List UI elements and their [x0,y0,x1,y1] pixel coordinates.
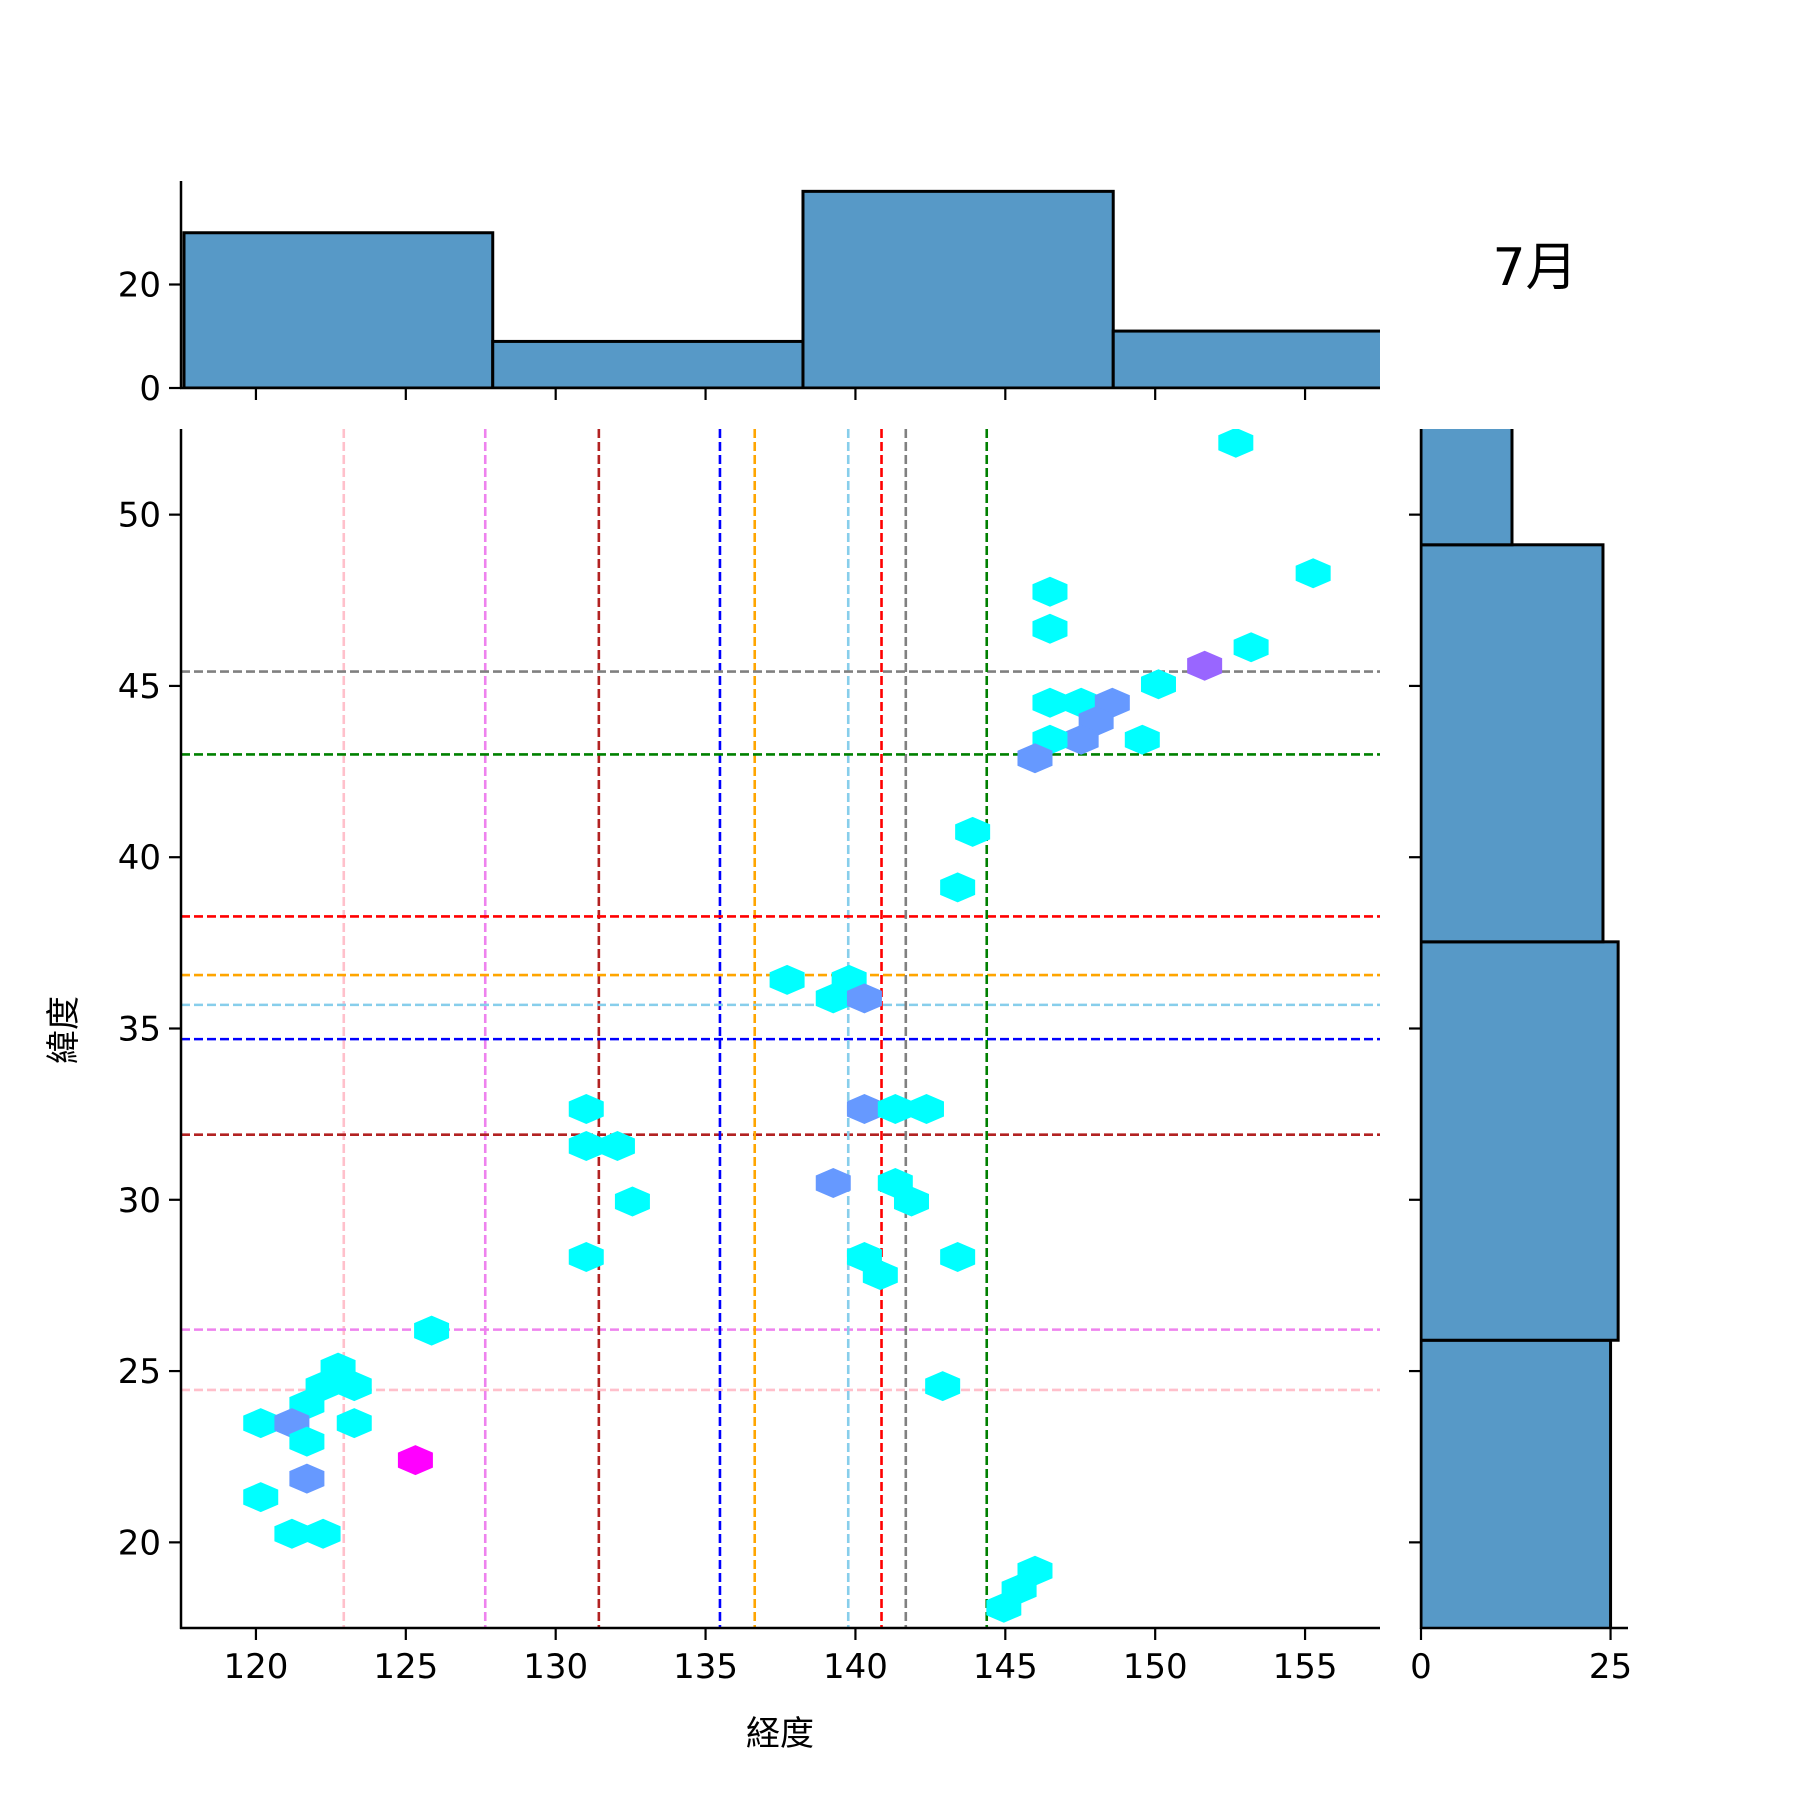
histogram-bar [801,189,1115,389]
x-tick-label: 125 [373,1647,438,1687]
hexbin-cell [1032,687,1068,718]
hexbin-cell [925,1371,961,1402]
hexbin-cell [862,1260,898,1291]
right-hist-x-tick-label: 0 [1410,1647,1432,1687]
hexbin-cell [1032,576,1068,607]
x-tick-label: 145 [973,1647,1038,1687]
hexbin-cell [908,1094,944,1125]
hexbin-cell [336,1371,372,1402]
hexbin-cell [815,1167,851,1198]
hexbin-cell [877,1094,913,1125]
hexbin-cell [599,1131,635,1162]
x-axis-label: 経度 [746,1714,814,1754]
hexbin-cell [243,1408,279,1439]
hexbin-cells [243,429,1331,1623]
y-tick-label: 35 [118,1010,161,1050]
x-tick-label: 135 [673,1647,738,1687]
hexbin-cell [1017,743,1053,774]
histogram-bar [1421,429,1514,547]
hexbin-cell [1140,669,1176,700]
histogram-bar [1111,329,1380,389]
hexbin-cell [1295,558,1331,589]
hexbin-cell [397,1445,433,1476]
x-tick-label: 120 [223,1647,288,1687]
hexbin-cell [1032,613,1068,644]
right-histogram-bars [1421,429,1620,1628]
y-axis-label: 緯度 [44,996,84,1064]
right-histogram-axes: 0 25 [1409,429,1632,1687]
hexbin-cell [289,1426,325,1457]
histogram-bar [1421,940,1620,1342]
hexbin-cell [940,872,976,903]
reference-lines [181,429,1380,1628]
hexbin-cell [305,1518,341,1549]
hexbin-cell [336,1408,372,1439]
x-tick-label: 155 [1273,1647,1338,1687]
hexbin-cell [243,1482,279,1513]
hexbin-cell [1063,724,1099,755]
chart-title: 7月 [1492,238,1577,298]
y-tick-label: 30 [118,1181,161,1221]
top-histogram-bars [182,189,1380,389]
hexbin-cell [414,1315,450,1346]
hexbin-cell [893,1186,929,1217]
hexbin-cell [1233,632,1269,663]
y-tick-label: 20 [118,1523,161,1563]
hexbin-cell [289,1463,325,1494]
hexbin-cell [846,1094,882,1125]
hexbin-cell [940,1241,976,1272]
hexbin-cell [568,1094,604,1125]
hexbin-cell [274,1518,310,1549]
hexbin-cell [955,816,991,847]
top-hist-y-tick-label: 20 [118,266,161,306]
hexbin-cell [1124,724,1160,755]
hexbin-cell [1187,650,1223,681]
hexbin-cell [568,1241,604,1272]
hexbin-cell [568,1131,604,1162]
histogram-bar [491,339,805,389]
histogram-bar [182,231,495,389]
x-tick-label: 130 [523,1647,588,1687]
hexbin-cell [769,964,805,995]
x-tick-label: 150 [1123,1647,1188,1687]
right-hist-x-tick-label: 25 [1589,1647,1632,1687]
hexbin-cell [614,1186,650,1217]
y-tick-label: 25 [118,1352,161,1392]
y-tick-label: 45 [118,667,161,707]
y-tick-label: 50 [118,496,161,536]
hexbin-cell [986,1592,1022,1623]
y-tick-label: 40 [118,838,161,878]
top-histogram-axes: 0 20 [118,181,1380,409]
hexbin-cell [815,983,851,1014]
main-axes: 120 125 130 135 140 145 150 155 20 25 30 35 40 45 50 [118,429,1380,1687]
histogram-bar [1421,1338,1613,1628]
top-hist-y-tick-label: 0 [139,369,161,409]
histogram-bar [1421,543,1605,944]
hexbin-cell [846,983,882,1014]
x-tick-label: 140 [823,1647,888,1687]
hexbin-cell [1218,429,1254,458]
